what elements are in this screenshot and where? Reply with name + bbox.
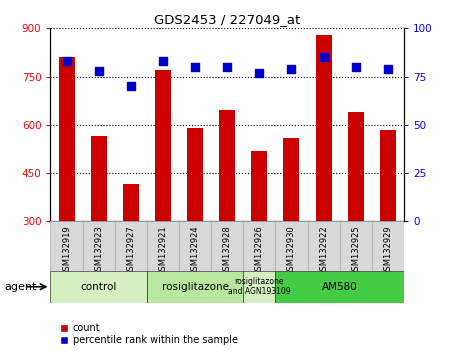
Text: GSM132923: GSM132923 — [94, 225, 103, 276]
Legend: count, percentile rank within the sample: count, percentile rank within the sample — [56, 319, 242, 349]
Text: GSM132924: GSM132924 — [190, 225, 200, 276]
Text: agent: agent — [5, 282, 37, 292]
Bar — [123, 184, 139, 221]
Text: AM580: AM580 — [322, 282, 358, 292]
Bar — [147, 271, 243, 303]
Text: GSM132929: GSM132929 — [383, 225, 392, 276]
Bar — [380, 130, 396, 221]
Bar — [316, 35, 332, 221]
Text: GSM132925: GSM132925 — [351, 225, 360, 276]
Bar — [340, 221, 372, 271]
Bar — [115, 221, 147, 271]
Point — [95, 68, 102, 74]
Point — [127, 84, 134, 89]
Bar — [219, 110, 235, 221]
Bar — [243, 221, 275, 271]
Title: GDS2453 / 227049_at: GDS2453 / 227049_at — [154, 13, 300, 26]
Bar — [372, 221, 404, 271]
Point — [159, 58, 167, 64]
Bar — [83, 221, 115, 271]
Bar — [308, 221, 340, 271]
Bar — [50, 221, 83, 271]
Text: GSM132922: GSM132922 — [319, 225, 328, 276]
Point — [352, 64, 359, 70]
Point — [320, 55, 327, 60]
Point — [288, 66, 295, 72]
Bar — [275, 271, 404, 303]
Bar — [179, 221, 211, 271]
Bar — [155, 70, 171, 221]
Bar — [91, 136, 107, 221]
Text: GSM132919: GSM132919 — [62, 225, 71, 276]
Point — [224, 64, 231, 70]
Bar — [252, 150, 268, 221]
Bar — [147, 221, 179, 271]
Point — [256, 70, 263, 75]
Text: GSM132930: GSM132930 — [287, 225, 296, 276]
Text: rosiglitazone
and AGN193109: rosiglitazone and AGN193109 — [228, 277, 291, 296]
Point — [63, 58, 70, 64]
Text: GSM132921: GSM132921 — [158, 225, 168, 276]
Point — [384, 66, 392, 72]
Point — [191, 64, 199, 70]
Bar — [275, 221, 308, 271]
Bar — [59, 57, 75, 221]
Text: GSM132927: GSM132927 — [126, 225, 135, 276]
Text: GSM132928: GSM132928 — [223, 225, 232, 276]
Bar — [348, 112, 364, 221]
Text: rosiglitazone: rosiglitazone — [162, 282, 229, 292]
Text: control: control — [80, 282, 117, 292]
Bar — [187, 128, 203, 221]
Bar — [211, 221, 243, 271]
Bar — [284, 138, 300, 221]
Bar — [243, 271, 275, 303]
Text: GSM132926: GSM132926 — [255, 225, 264, 276]
Bar — [50, 271, 147, 303]
